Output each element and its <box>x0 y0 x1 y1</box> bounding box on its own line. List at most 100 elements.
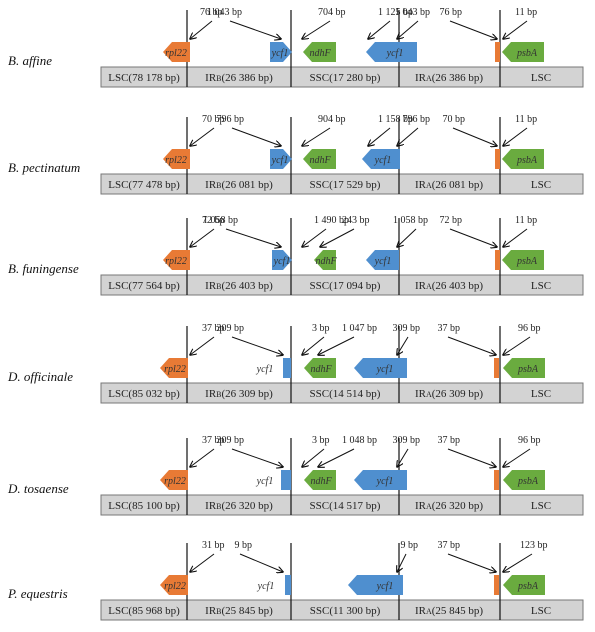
bp-annotation: 1 047 bp <box>342 323 377 334</box>
gene-label: ycf1 <box>376 581 394 592</box>
region-label: LSC <box>531 280 551 292</box>
bp-arrow <box>397 448 409 467</box>
bp-annotation: 72 bp <box>202 215 225 226</box>
region-label: SSC(11 300 bp) <box>310 605 381 617</box>
bp-arrow <box>503 20 528 39</box>
bp-arrow <box>447 553 496 572</box>
species-row: P. equestris LSC(85 968 bp) IRB(25 845 bp)… <box>7 540 584 621</box>
region-label: IRA(26 320 bp) <box>415 500 483 512</box>
region-label: LSC(85 100 bp) <box>108 500 180 512</box>
bp-annotation: 37 bp <box>438 323 461 334</box>
bp-annotation: 37 bp <box>202 323 225 334</box>
gene-label: ycf1 <box>271 155 289 166</box>
bp-annotation: 37 bp <box>438 435 461 446</box>
bp-arrow <box>397 336 409 355</box>
region-label: LSC(85 032 bp) <box>108 388 180 400</box>
bp-annotation: 309 bp <box>217 323 245 334</box>
bp-annotation: 704 bp <box>318 7 346 18</box>
gene-psbA-shape <box>502 149 544 169</box>
bp-annotation: 309 bp <box>393 435 421 446</box>
gene-ycf1-shape <box>354 358 407 378</box>
bp-annotation: 1 043 bp <box>395 7 430 18</box>
bp-arrow <box>503 553 533 572</box>
species-row: B. pectinatum LSC(77 478 bp) IRB(26 081 bp… <box>8 114 584 195</box>
region-label: LSC <box>531 72 551 84</box>
gene-label: rpl22 <box>164 581 186 592</box>
species-name: P. equestris <box>7 586 68 601</box>
region-label: SSC(17 094 bp) <box>310 280 381 292</box>
gene-ycf1-shape <box>354 470 407 490</box>
bp-arrow <box>449 228 497 247</box>
bp-annotation: 309 bp <box>217 435 245 446</box>
gene-label: ycf1 <box>374 155 392 166</box>
bp-arrow <box>397 127 419 146</box>
gene-rpl22-shape <box>163 149 190 169</box>
region-label: IRA(26 081 bp) <box>415 179 483 191</box>
gene-ndhF-shape <box>304 470 336 490</box>
gene-ycf1-shape <box>270 42 292 62</box>
bp-arrow <box>231 336 283 355</box>
gene-ycf1-shape <box>272 250 292 270</box>
gene-label: ycf1 <box>376 476 394 487</box>
bp-annotation: 123 bp <box>520 540 548 551</box>
bp-arrow <box>190 553 215 572</box>
bp-annotation: 96 bp <box>518 323 541 334</box>
bp-arrow <box>190 448 215 467</box>
bp-annotation: 1 048 bp <box>342 435 377 446</box>
gene-label: rpl22 <box>165 48 187 59</box>
gene-psbA-shape <box>502 42 544 62</box>
bp-arrow <box>231 127 281 146</box>
region-label: SSC(14 517 bp) <box>310 500 381 512</box>
region-label: IRB(26 320 bp) <box>205 500 273 512</box>
region-label: LSC <box>531 179 551 191</box>
bp-arrow <box>225 228 281 247</box>
bp-arrow <box>452 127 497 146</box>
bp-arrow <box>231 448 283 467</box>
region-label: IRB(25 845 bp) <box>205 605 273 617</box>
bp-arrow <box>503 448 531 467</box>
gene-label: psbA <box>517 581 539 592</box>
bp-annotation: 904 bp <box>318 114 346 125</box>
gene-label: ycf1 <box>271 48 289 59</box>
bp-arrow <box>190 20 213 39</box>
gene-ycf1-shape <box>270 149 292 169</box>
bp-arrow <box>447 336 496 355</box>
genome-track <box>100 274 584 296</box>
bp-annotation: 796 bp <box>217 114 245 125</box>
gene-label: psbA <box>516 155 538 166</box>
bp-arrow <box>302 127 331 146</box>
bp-annotation: 243 bp <box>342 215 370 226</box>
bp-annotation: 37 bp <box>438 540 461 551</box>
gene-label: psbA <box>517 364 539 375</box>
gene-label: ndhF <box>309 48 331 59</box>
gene-ndhF-shape <box>303 42 336 62</box>
gene-label: ycf1 <box>256 476 274 487</box>
gene-ycf1-shape <box>362 149 400 169</box>
bp-annotation: 9 bp <box>401 540 419 551</box>
bp-arrow <box>503 127 528 146</box>
gene-rpl22-shape <box>160 575 188 595</box>
bp-arrow <box>397 553 407 572</box>
gene-label: ndhF <box>309 155 331 166</box>
gene-ycf1-shape <box>366 250 399 270</box>
species-name: D. officinale <box>7 369 73 384</box>
region-label: IRA(25 845 bp) <box>415 605 483 617</box>
region-label: SSC(17 529 bp) <box>310 179 381 191</box>
bp-arrow <box>447 448 496 467</box>
species-name: B. funingense <box>8 261 79 276</box>
species-name: D. tosaense <box>7 481 69 496</box>
bp-arrow <box>318 336 355 355</box>
gene-label: psbA <box>516 256 538 267</box>
bp-annotation: 1 158 bp <box>378 114 413 125</box>
bp-arrow <box>229 20 281 39</box>
gene-psbA-shape <box>503 575 545 595</box>
species-row: B. affine LSC(78 178 bp) IRB(26 386 bp) SSC… <box>8 7 584 88</box>
gene-rpl22-fragment <box>494 470 499 490</box>
region-label: IRB(26 403 bp) <box>205 280 273 292</box>
bp-annotation: 76 bp <box>200 7 223 18</box>
gene-label: ycf1 <box>376 364 394 375</box>
bp-annotation: 72 bp <box>440 215 463 226</box>
genome-track <box>100 599 584 621</box>
genome-track <box>100 494 584 516</box>
